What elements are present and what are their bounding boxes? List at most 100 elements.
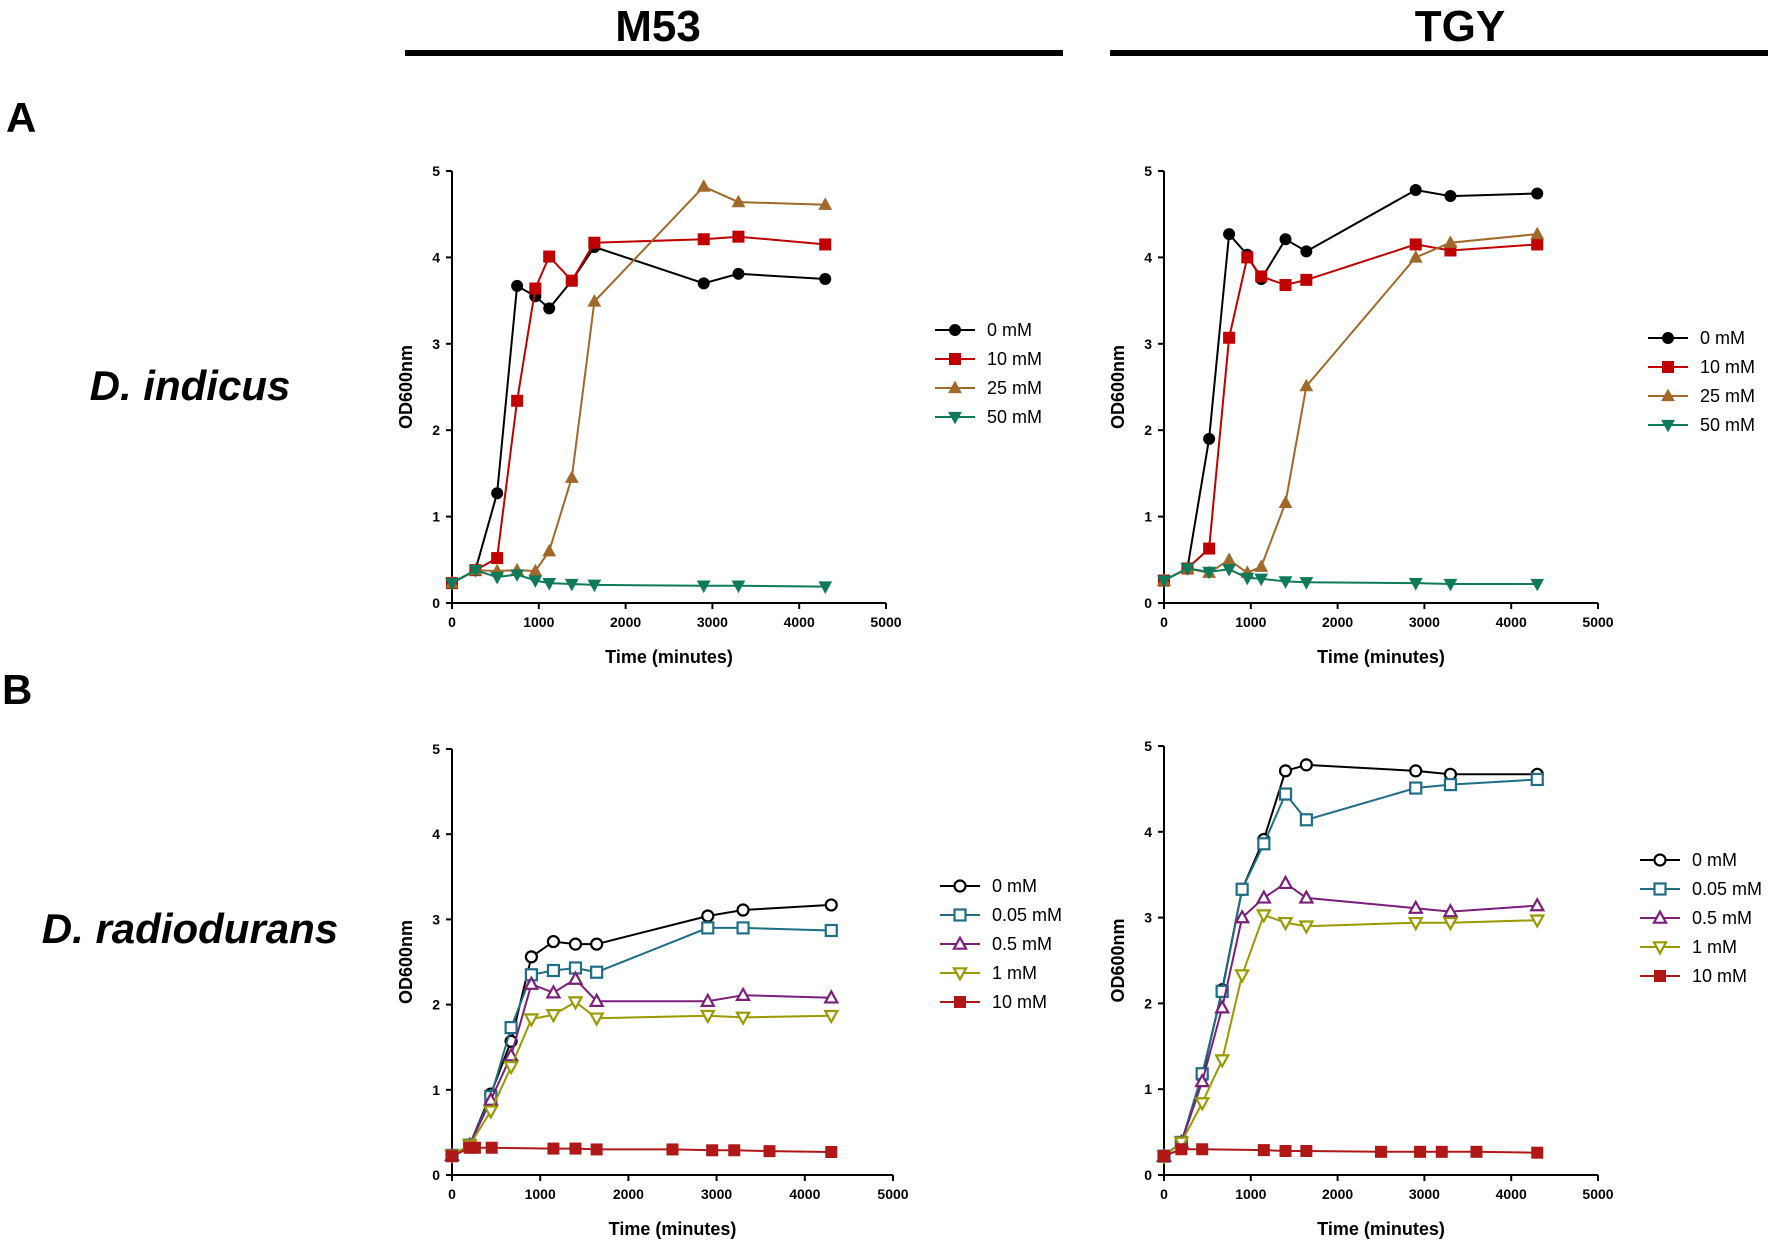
series-50-mm bbox=[1157, 563, 1545, 592]
series-1-mm bbox=[444, 996, 840, 1165]
data-point bbox=[1254, 559, 1269, 572]
data-point bbox=[565, 274, 578, 287]
data-point bbox=[819, 273, 832, 285]
data-point bbox=[823, 1009, 840, 1025]
data-point bbox=[511, 394, 524, 407]
y-tick-label: 5 bbox=[1144, 738, 1152, 754]
x-tick-label: 1000 bbox=[1235, 614, 1266, 630]
series-line bbox=[451, 245, 826, 584]
y-tick-label: 1 bbox=[1144, 509, 1152, 525]
data-point bbox=[564, 578, 579, 592]
legend-marker bbox=[1653, 882, 1667, 896]
data-point bbox=[1255, 909, 1272, 924]
data-point bbox=[731, 580, 746, 594]
series-10-mm bbox=[1158, 238, 1544, 587]
data-point bbox=[818, 581, 833, 594]
legend-label: 25 mM bbox=[987, 378, 1042, 398]
data-point bbox=[1531, 1146, 1544, 1159]
data-point bbox=[1203, 432, 1216, 445]
series-line bbox=[1163, 913, 1538, 1157]
y-tick-label: 1 bbox=[432, 1082, 440, 1098]
data-point bbox=[511, 279, 524, 292]
data-point bbox=[732, 230, 745, 243]
legend-marker bbox=[953, 908, 967, 922]
y-tick-label: 4 bbox=[432, 249, 440, 265]
series-line bbox=[451, 569, 826, 588]
x-tick-label: 2000 bbox=[1322, 614, 1353, 630]
data-point bbox=[1202, 566, 1217, 580]
data-point bbox=[728, 1144, 741, 1157]
data-point bbox=[1414, 1145, 1427, 1158]
data-point bbox=[1158, 1150, 1170, 1163]
y-tick-label: 5 bbox=[432, 163, 440, 179]
x-tick-label: 2000 bbox=[1322, 1186, 1353, 1202]
data-point bbox=[1409, 184, 1422, 197]
x-tick-label: 0 bbox=[1160, 614, 1168, 630]
x-tick-label: 1000 bbox=[525, 1186, 556, 1202]
species-label-d-radiodurans: D. radiodurans bbox=[41, 905, 339, 952]
data-point bbox=[736, 903, 750, 917]
data-point bbox=[482, 1091, 499, 1106]
data-point bbox=[1203, 542, 1216, 555]
data-point bbox=[1298, 889, 1315, 904]
data-point bbox=[529, 282, 542, 295]
y-tick-label: 4 bbox=[432, 826, 440, 842]
data-point bbox=[1300, 273, 1313, 286]
y-tick-label: 0 bbox=[432, 595, 440, 611]
x-tick-label: 4000 bbox=[784, 614, 815, 630]
series-10-mm bbox=[1158, 1143, 1544, 1163]
data-point bbox=[482, 1105, 499, 1120]
data-point bbox=[732, 267, 745, 280]
series-0-mm bbox=[446, 241, 832, 590]
series-line bbox=[1163, 243, 1538, 582]
data-point bbox=[736, 921, 750, 935]
data-point bbox=[1299, 758, 1313, 772]
data-point bbox=[1255, 270, 1268, 283]
series-1-mm bbox=[1156, 909, 1546, 1165]
data-point bbox=[491, 487, 504, 500]
legend-label: 0 mM bbox=[1700, 328, 1745, 348]
row-label-a: A bbox=[6, 94, 37, 141]
x-axis-title: Time (minutes) bbox=[1317, 647, 1445, 667]
data-point bbox=[445, 577, 459, 591]
data-point bbox=[590, 965, 604, 979]
legend-label: 0.05 mM bbox=[1692, 879, 1762, 899]
column-rule-m53 bbox=[405, 50, 1063, 56]
data-point bbox=[1222, 564, 1236, 577]
data-point bbox=[706, 1144, 719, 1157]
column-rule-tgy bbox=[1110, 50, 1768, 56]
species-label-d-indicus: D. indicus bbox=[89, 362, 291, 409]
data-point bbox=[701, 921, 715, 935]
data-point bbox=[735, 986, 751, 1002]
data-point bbox=[542, 543, 557, 557]
legend-marker bbox=[952, 935, 968, 950]
x-tick-label: 0 bbox=[448, 614, 456, 630]
legend-label: 0.5 mM bbox=[992, 934, 1052, 954]
data-point bbox=[731, 194, 746, 208]
y-tick-label: 2 bbox=[1144, 422, 1152, 438]
x-tick-label: 3000 bbox=[697, 614, 728, 630]
data-point bbox=[1234, 908, 1251, 924]
x-tick-label: 0 bbox=[448, 1186, 456, 1202]
legend-marker bbox=[1661, 419, 1675, 433]
legend-label: 10 mM bbox=[1700, 357, 1755, 377]
legend-label: 0 mM bbox=[992, 876, 1037, 896]
data-point bbox=[697, 233, 710, 246]
data-point bbox=[1443, 778, 1458, 792]
data-point bbox=[1435, 1145, 1448, 1158]
data-point bbox=[567, 970, 584, 985]
series-line bbox=[1163, 763, 1538, 1157]
data-point bbox=[1409, 764, 1423, 778]
legend-label: 10 mM bbox=[992, 992, 1047, 1012]
data-point bbox=[1408, 250, 1423, 263]
data-point bbox=[1300, 245, 1313, 258]
legend-marker bbox=[952, 967, 968, 982]
data-point bbox=[542, 577, 557, 591]
legend-label: 0 mM bbox=[987, 320, 1032, 340]
data-point bbox=[1529, 896, 1546, 912]
data-point bbox=[1277, 916, 1294, 932]
series-0-05-mm bbox=[1157, 772, 1544, 1163]
data-point bbox=[1254, 573, 1269, 587]
data-point bbox=[1409, 781, 1423, 795]
